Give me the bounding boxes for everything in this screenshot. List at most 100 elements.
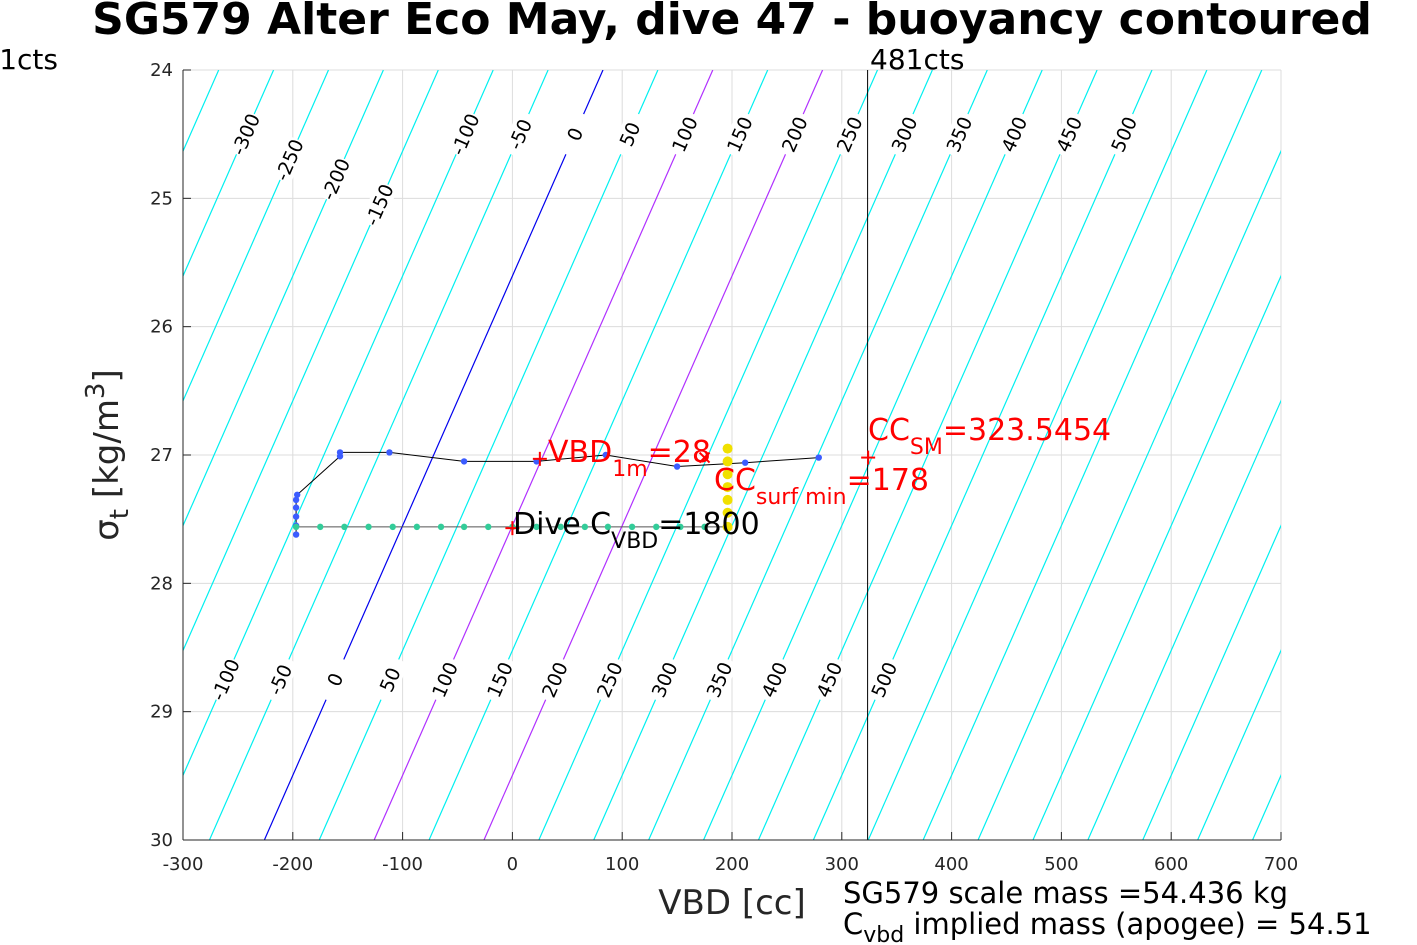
- contour-line: [593, 70, 933, 840]
- dive-point: [437, 523, 445, 531]
- contour-label-gap: [590, 655, 629, 705]
- dive-point: [485, 523, 492, 531]
- dive-point: [460, 523, 468, 531]
- climb-point: [673, 463, 681, 470]
- y-tick-label: 26: [150, 317, 173, 338]
- dive-point: [533, 523, 540, 531]
- contour-line: [1362, 70, 1417, 840]
- contour-line: [183, 70, 275, 278]
- contour-label-gap: [810, 655, 848, 705]
- chart-title: SG579 Alter Eco May, dive 47 - buoyancy …: [92, 0, 1372, 45]
- y-tick-label: 28: [150, 573, 173, 594]
- contour-line: [1307, 70, 1417, 840]
- climb-point: [292, 496, 300, 504]
- contour-line: [183, 70, 330, 403]
- contour-line: [703, 70, 1043, 840]
- contour-label-gap: [885, 109, 924, 159]
- contour-label-gap: [775, 109, 814, 159]
- contour-label: -100: [207, 656, 244, 704]
- contour-line: [757, 70, 1098, 840]
- dive-point: [365, 523, 372, 531]
- surface-point: [722, 469, 733, 480]
- contour-line: [1142, 524, 1281, 840]
- contour-label-gap: [864, 655, 903, 705]
- climb-point: [292, 504, 300, 511]
- climb-point: [741, 459, 749, 466]
- contour-line: [1032, 274, 1281, 840]
- climb-point: [292, 531, 300, 538]
- x-tick-label: 600: [1154, 854, 1188, 875]
- contour-label-gap: [1104, 109, 1143, 159]
- contour-label-gap: [535, 655, 574, 705]
- x-tick-label: -200: [272, 854, 313, 875]
- dive-point: [292, 523, 300, 531]
- contour-line: [183, 70, 494, 777]
- y-tick-label: 27: [150, 445, 173, 466]
- contour-label: -150: [361, 181, 398, 229]
- grid: [182, 69, 1282, 841]
- dive-point: [317, 523, 324, 531]
- contour-label-gap: [270, 135, 308, 185]
- dive-point: [341, 523, 348, 531]
- y-tick-label: 29: [150, 702, 173, 723]
- contour-label-gap: [1049, 109, 1088, 159]
- x-tick-label: 300: [825, 854, 859, 875]
- plus-marker: [505, 521, 520, 536]
- contour-label-gap: [500, 109, 539, 159]
- x-tick-label: 400: [934, 854, 968, 875]
- contour-label-gap: [480, 655, 519, 705]
- x-tick-label: -100: [382, 854, 423, 875]
- contour-label-gap: [830, 109, 869, 159]
- x-tick-label: 100: [605, 854, 639, 875]
- y-tick-label: 25: [150, 188, 173, 209]
- contour-line: [318, 70, 659, 840]
- contour-label: -100: [447, 110, 484, 158]
- x-tick-label: 200: [715, 854, 749, 875]
- contour-line: [208, 70, 549, 840]
- climb-point: [815, 454, 822, 461]
- contour-line: [1197, 649, 1281, 840]
- surface-point: [722, 456, 733, 467]
- contour-label-gap: [700, 655, 739, 705]
- contour-line: [812, 70, 1153, 840]
- contour-label-gap: [940, 109, 978, 159]
- contour-label-gap: [555, 109, 594, 159]
- contour-label-gap: [645, 655, 684, 705]
- contour-line: [1087, 399, 1281, 840]
- implied-mass-text: Cvbd implied mass (apogee) = 54.51: [843, 907, 1372, 945]
- cc-surf-min-annotation: CCsurf min=178: [714, 463, 929, 510]
- dive-point: [557, 523, 564, 531]
- contour-label-gap: [665, 109, 704, 159]
- dive-point: [413, 523, 421, 531]
- contour-label-gap: [360, 180, 398, 230]
- x-marker: [698, 451, 711, 464]
- contour-label: -200: [318, 155, 355, 203]
- contour-label-gap: [261, 655, 299, 705]
- dive-point: [653, 523, 660, 531]
- marker-stroke: [698, 451, 711, 464]
- contour-lines: [0, 70, 1417, 840]
- contour-label-gap: [315, 655, 354, 705]
- contour-line: [0, 70, 164, 840]
- contour-line: [922, 70, 1263, 840]
- markers: [505, 450, 876, 536]
- climb-point: [460, 458, 468, 465]
- contour-label-gap: [316, 154, 355, 204]
- plus-marker: [861, 450, 876, 465]
- x-tick-label: -300: [163, 854, 204, 875]
- plus-marker: [532, 451, 547, 466]
- vline-cts-label: 481cts: [870, 43, 964, 76]
- contour-line: [0, 70, 54, 840]
- contour-label: -300: [228, 110, 265, 158]
- contour-label-gap: [995, 109, 1033, 159]
- contour-line: [977, 149, 1281, 840]
- contour-line: [428, 70, 769, 840]
- surface-point: [722, 482, 733, 493]
- x-tick-label: 700: [1264, 854, 1298, 875]
- contour-label-gap: [226, 109, 265, 159]
- scale-mass-text: SG579 scale mass =54.436 kg: [843, 876, 1288, 910]
- y-tick-label: 24: [150, 60, 173, 81]
- contour-label-gap: [446, 109, 484, 159]
- contour-label-gap: [720, 109, 759, 159]
